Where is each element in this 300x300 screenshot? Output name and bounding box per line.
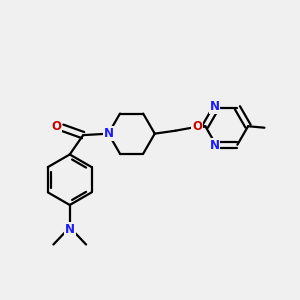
Text: N: N bbox=[209, 139, 220, 152]
Text: O: O bbox=[51, 120, 62, 133]
Text: N: N bbox=[209, 100, 220, 113]
Text: N: N bbox=[65, 223, 75, 236]
Text: N: N bbox=[104, 127, 114, 140]
Text: O: O bbox=[192, 120, 202, 133]
